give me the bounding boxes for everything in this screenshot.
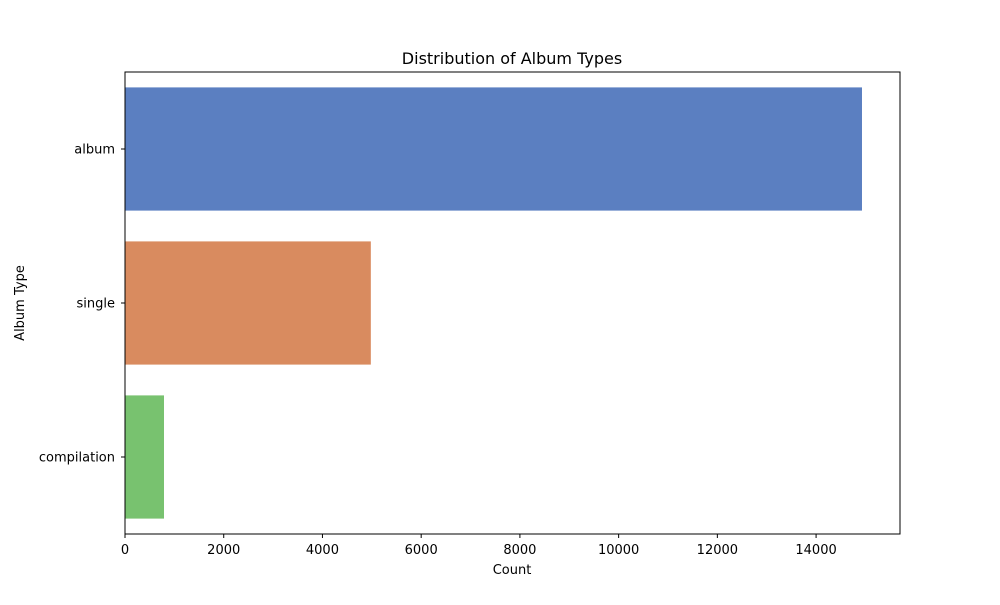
x-tick-label: 10000	[598, 543, 639, 558]
x-axis-label: Count	[493, 563, 532, 578]
y-tick-label: single	[77, 297, 116, 312]
x-tick-label: 0	[121, 543, 129, 558]
x-tick-label: 2000	[207, 543, 240, 558]
y-tick-label: compilation	[39, 451, 115, 466]
y-axis-label: Album Type	[13, 265, 28, 341]
bar-single	[125, 241, 371, 365]
chart-title: Distribution of Album Types	[402, 49, 622, 68]
bar-album	[125, 87, 862, 211]
x-ticks: 0 2000 4000 6000 8000 10000 12000 14000	[121, 534, 837, 558]
x-tick-label: 6000	[405, 543, 438, 558]
x-tick-label: 14000	[795, 543, 836, 558]
plot-frame	[124, 71, 901, 535]
y-tick-label: album	[74, 143, 115, 158]
bars-layer	[125, 87, 862, 519]
x-tick-label: 12000	[697, 543, 738, 558]
bar-compilation	[125, 395, 164, 519]
x-tick-label: 4000	[306, 543, 339, 558]
x-tick-label: 8000	[503, 543, 536, 558]
y-ticks: album single compilation	[39, 143, 125, 466]
